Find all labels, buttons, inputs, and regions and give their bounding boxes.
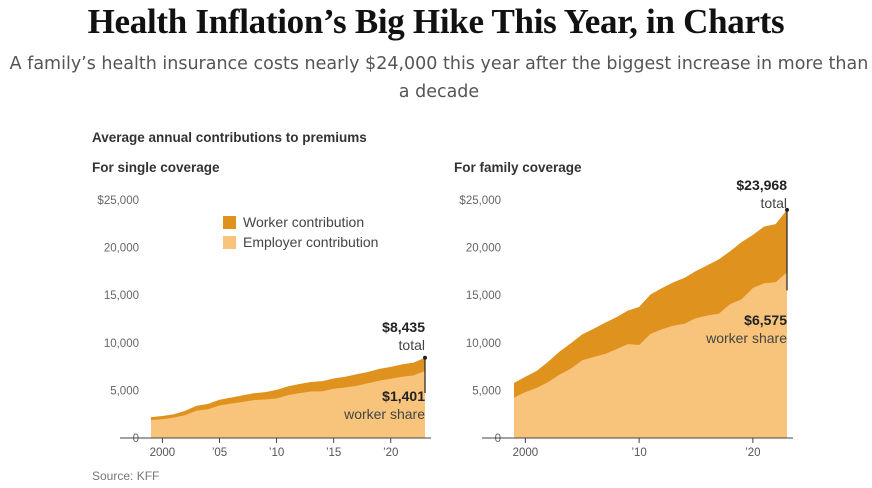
x-tick-label: ’10 xyxy=(631,447,646,459)
x-tick-label: ’20 xyxy=(745,447,760,459)
single-coverage-chart: $25,000 20,000 15,000 10,000 5,000 0 2000 ’05 ’1… xyxy=(97,195,431,459)
worker-share-value-label: $6,575 xyxy=(744,312,787,328)
x-tick-label: ’20 xyxy=(383,447,398,459)
total-caption: total xyxy=(399,337,425,353)
y-tick-label: 20,000 xyxy=(104,243,139,255)
y-tick-label: 20,000 xyxy=(466,243,501,255)
family-coverage-title: For family coverage xyxy=(454,160,582,175)
family-coverage-chart: $25,000 20,000 15,000 10,000 5,000 0 2000 ’10 ’2… xyxy=(459,177,793,459)
y-tick-label: $25,000 xyxy=(459,195,501,207)
employer-contribution-area xyxy=(151,371,425,438)
source-note: Source: KFF xyxy=(92,469,160,483)
headline: Health Inflation’s Big Hike This Year, i… xyxy=(87,2,785,41)
worker-share-value-label: $1,401 xyxy=(382,388,425,404)
y-tick-label: 5,000 xyxy=(472,385,501,397)
legend-item-employer: Employer contribution xyxy=(223,232,378,252)
y-tick-label: 10,000 xyxy=(104,338,139,350)
legend-swatch-worker xyxy=(223,215,236,229)
x-tick-label: ’15 xyxy=(326,447,341,459)
legend-swatch-employer xyxy=(223,235,236,249)
y-tick-label: 0 xyxy=(133,433,139,445)
x-tick-label: 2000 xyxy=(150,447,176,459)
worker-share-marker xyxy=(785,207,789,212)
legend-item-worker: Worker contribution xyxy=(223,212,378,232)
total-caption: total xyxy=(761,195,787,211)
worker-share-caption: worker share xyxy=(343,406,425,422)
legend-label-worker: Worker contribution xyxy=(243,214,365,230)
chart-supertitle: Average annual contributions to premiums xyxy=(92,130,367,145)
employer-contribution-area xyxy=(514,272,787,438)
x-tick-label: ’05 xyxy=(212,447,227,459)
worker-share-caption: worker share xyxy=(705,330,787,346)
total-value-label: $23,968 xyxy=(736,177,787,193)
y-tick-label: 5,000 xyxy=(110,385,139,397)
y-tick-label: 10,000 xyxy=(466,338,501,350)
y-tick-label: 15,000 xyxy=(104,290,139,302)
x-tick-label: 2000 xyxy=(513,447,539,459)
y-tick-label: 15,000 xyxy=(466,290,501,302)
x-tick-label: ’10 xyxy=(269,447,284,459)
single-coverage-title: For single coverage xyxy=(92,160,220,175)
dek: A family’s health insurance costs nearly… xyxy=(9,54,869,102)
legend: Worker contribution Employer contributio… xyxy=(223,212,378,252)
legend-label-employer: Employer contribution xyxy=(243,234,379,250)
total-value-label: $8,435 xyxy=(382,319,425,335)
y-tick-label: 0 xyxy=(495,433,501,445)
y-tick-label: $25,000 xyxy=(97,195,139,207)
worker-share-marker xyxy=(423,355,427,360)
